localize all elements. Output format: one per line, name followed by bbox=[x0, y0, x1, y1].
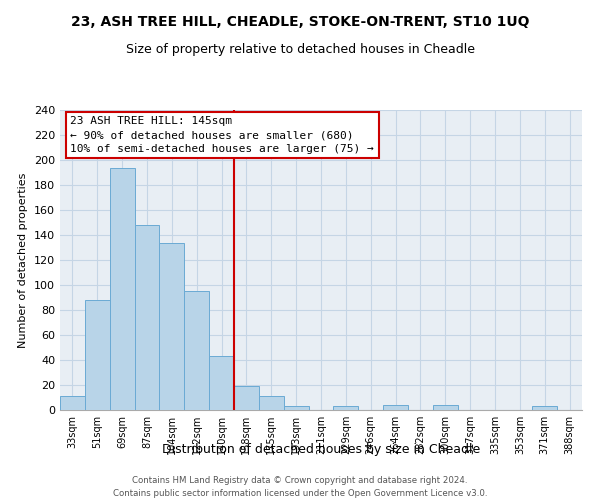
Bar bbox=[433, 405, 458, 410]
Bar bbox=[209, 356, 234, 410]
Text: Contains HM Land Registry data © Crown copyright and database right 2024.
Contai: Contains HM Land Registry data © Crown c… bbox=[113, 476, 487, 498]
Bar bbox=[532, 406, 557, 410]
Bar bbox=[134, 225, 160, 410]
Bar bbox=[60, 396, 85, 410]
Bar bbox=[110, 168, 134, 410]
Bar bbox=[85, 300, 110, 410]
Bar bbox=[383, 405, 408, 410]
Bar bbox=[334, 406, 358, 410]
Bar bbox=[234, 386, 259, 410]
Text: 23 ASH TREE HILL: 145sqm
← 90% of detached houses are smaller (680)
10% of semi-: 23 ASH TREE HILL: 145sqm ← 90% of detach… bbox=[70, 116, 374, 154]
Text: 23, ASH TREE HILL, CHEADLE, STOKE-ON-TRENT, ST10 1UQ: 23, ASH TREE HILL, CHEADLE, STOKE-ON-TRE… bbox=[71, 15, 529, 29]
Text: Size of property relative to detached houses in Cheadle: Size of property relative to detached ho… bbox=[125, 42, 475, 56]
Bar bbox=[284, 406, 308, 410]
Bar bbox=[184, 291, 209, 410]
Y-axis label: Number of detached properties: Number of detached properties bbox=[19, 172, 28, 348]
Bar bbox=[160, 242, 184, 410]
Bar bbox=[259, 396, 284, 410]
Text: Distribution of detached houses by size in Cheadle: Distribution of detached houses by size … bbox=[162, 442, 480, 456]
